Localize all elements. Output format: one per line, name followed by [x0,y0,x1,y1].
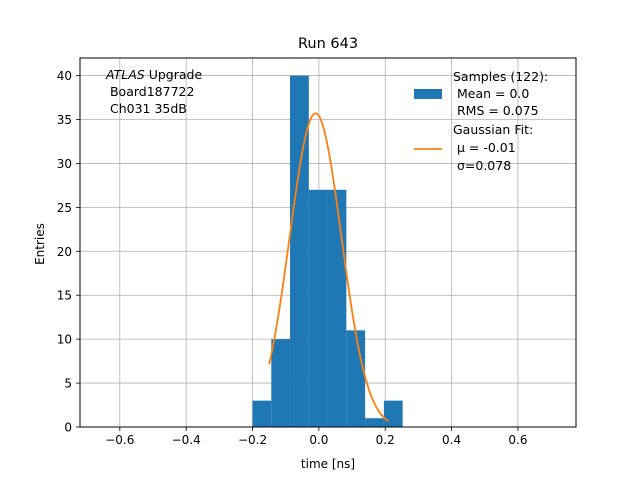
atlas-annotation: ATLAS Upgrade Board187722 Ch031 35dB [105,67,202,116]
y-tick-label: 35 [57,113,72,127]
histogram-bar [346,330,366,427]
y-tick-label: 40 [57,69,72,83]
y-tick-label: 10 [57,333,72,347]
y-tick-label: 30 [57,157,72,171]
legend-samples-title: Samples (122): [453,69,548,84]
legend-samples-rms: RMS = 0.075 [453,103,539,118]
y-axis-label: Entries [33,223,47,265]
y-tick-label: 25 [57,201,72,215]
legend-samples-mean: Mean = 0.0 [453,86,529,101]
gaussian-fit-line [268,112,390,422]
histogram-bar [327,189,347,427]
chart-title: Run 643 [298,36,358,52]
x-tick-label: −0.2 [238,433,267,447]
legend-samples-swatch [414,89,442,99]
histogram-bar [252,400,272,427]
x-axis-ticks: −0.6 −0.4 −0.2 0.0 0.2 0.4 0.6 [105,427,527,447]
legend-fit-sigma: σ=0.078 [453,158,511,173]
annotation-atlas: ATLAS [105,67,145,82]
annotation-upgrade: Upgrade [145,67,203,82]
x-tick-label: 0.4 [442,433,461,447]
y-tick-label: 15 [57,289,72,303]
legend-fit-title: Gaussian Fit: [453,122,533,137]
x-tick-label: 0.0 [309,433,328,447]
legend: Samples (122): Mean = 0.0 RMS = 0.075 Ga… [414,69,548,173]
annotation-line-1: ATLAS Upgrade [105,67,202,82]
histogram-bars [252,75,403,428]
plot-frame [79,57,577,428]
histogram-bar [365,418,384,427]
x-tick-label: 0.6 [508,433,527,447]
x-tick-label: −0.4 [172,433,201,447]
y-tick-label: 20 [57,245,72,259]
histogram-bar [271,339,291,427]
y-axis-ticks: 0 5 10 15 20 25 30 35 40 [57,69,80,435]
annotation-line-3: Ch031 35dB [106,101,187,116]
y-tick-label: 0 [64,421,72,435]
legend-fit-mu: μ = -0.01 [453,140,516,155]
y-tick-label: 5 [64,377,72,391]
histogram-bar [383,400,403,427]
histogram-bar [308,189,328,427]
histogram-bar [290,75,309,428]
x-tick-label: 0.2 [376,433,395,447]
x-axis-label: time [ns] [301,457,355,471]
x-tick-label: −0.6 [105,433,134,447]
annotation-line-2: Board187722 [106,84,194,99]
